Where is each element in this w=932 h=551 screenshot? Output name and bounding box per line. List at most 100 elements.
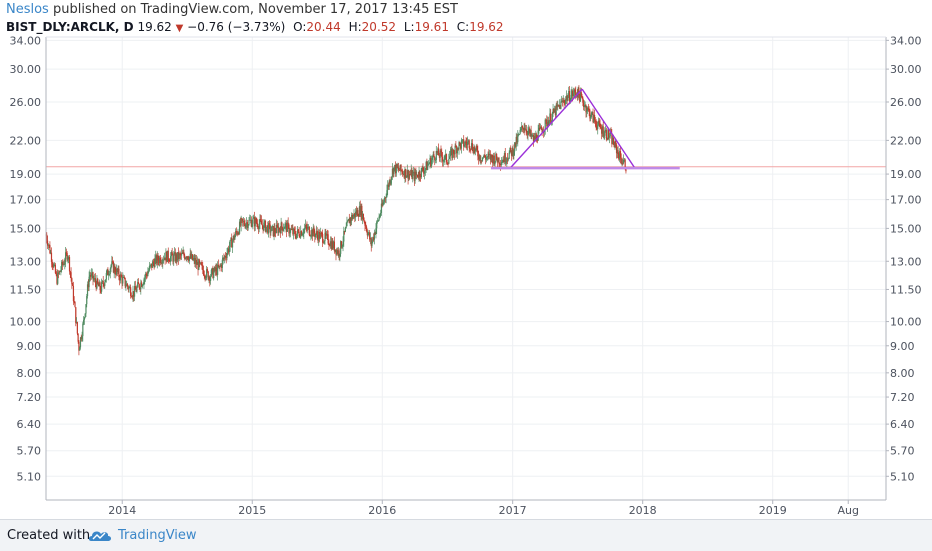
candle-body	[212, 268, 214, 278]
y-tick-label-right: 5.10	[890, 470, 915, 483]
high-value: 20.52	[361, 20, 397, 34]
candle-body	[478, 155, 480, 160]
candle-body	[100, 290, 102, 292]
candle-body	[195, 259, 197, 264]
candle-body	[376, 221, 378, 229]
tradingview-brand-link[interactable]: TradingView	[118, 528, 197, 543]
candle-body	[545, 119, 547, 121]
candle-body	[46, 240, 49, 246]
candle-body	[617, 150, 619, 154]
candle-body	[245, 224, 247, 228]
candle-body	[602, 126, 604, 137]
candle-body	[145, 273, 147, 275]
candle-body	[509, 147, 511, 153]
author-link[interactable]: Neslos	[6, 2, 49, 17]
candle-body	[388, 180, 390, 187]
candle-body	[613, 144, 615, 148]
candle-body	[586, 110, 588, 113]
candle-body	[402, 173, 404, 175]
candle-body	[625, 168, 627, 172]
candle-body	[149, 265, 151, 267]
candle-body	[112, 261, 114, 263]
candle-body	[333, 241, 335, 249]
candle-body	[416, 174, 419, 177]
candle-body	[82, 323, 84, 337]
candle-body	[136, 286, 138, 292]
drawings[interactable]	[490, 88, 680, 170]
candle-body	[482, 156, 484, 158]
candle-body	[397, 167, 399, 169]
candle-body	[67, 257, 69, 260]
x-tick-label: 2014	[108, 504, 136, 517]
candle-body	[508, 152, 510, 159]
candle-body	[565, 95, 567, 100]
candle-body	[48, 244, 50, 246]
x-tick-label: 2015	[238, 504, 266, 517]
candle-body	[293, 228, 295, 235]
candle-body	[303, 229, 305, 234]
candle-body	[181, 253, 183, 254]
candle-body	[188, 259, 190, 261]
candle-body	[118, 268, 120, 277]
candle-body	[186, 256, 188, 259]
y-tick-label-right: 5.70	[890, 445, 915, 458]
price-chart[interactable]: 34.00 34.00 30.00 30.00 26.00 26.00 22.00 22.00…	[0, 0, 932, 519]
y-tick-label-left: 22.00	[10, 134, 42, 147]
candle-body	[60, 269, 62, 272]
candle-body	[363, 220, 365, 223]
candle-body	[72, 285, 75, 302]
candle-body	[393, 167, 395, 175]
candle-body	[56, 274, 58, 284]
candle-body	[235, 231, 237, 236]
candle-body	[565, 99, 567, 104]
candle-body	[306, 226, 308, 230]
candle-body	[146, 274, 148, 276]
candle-body	[54, 264, 56, 266]
candle-body	[426, 162, 428, 170]
candle-body	[344, 228, 346, 232]
candle-body	[133, 286, 136, 297]
candle-body	[307, 227, 309, 230]
candle-body	[595, 121, 597, 127]
trend-line[interactable]	[581, 88, 636, 169]
candle-body	[124, 277, 126, 287]
candle-body	[241, 218, 243, 220]
candle-body	[201, 264, 203, 266]
y-tick-label-right: 15.00	[890, 222, 922, 235]
candle-body	[174, 252, 176, 262]
candle-body	[218, 265, 220, 268]
candle-body	[251, 223, 253, 227]
candle-body	[70, 272, 72, 279]
candle-body	[593, 114, 595, 123]
candle-body	[177, 252, 179, 261]
candle-body	[604, 129, 607, 132]
close-label: C:	[456, 20, 470, 34]
candle-body	[202, 265, 204, 271]
candle-body	[588, 109, 590, 111]
candle-body	[271, 226, 273, 231]
candle-body	[220, 264, 222, 267]
tradingview-cloud-icon[interactable]	[88, 528, 112, 542]
candle-body	[57, 272, 60, 274]
candle-body	[520, 128, 522, 130]
candle-body	[176, 254, 178, 261]
candle-body	[305, 224, 307, 227]
candle-body	[75, 321, 78, 324]
candle-body	[264, 220, 266, 223]
candle-body	[281, 222, 283, 228]
candle-body	[483, 154, 485, 157]
candle-body	[177, 252, 180, 260]
candle-body	[383, 201, 385, 203]
candle-body	[422, 167, 424, 172]
candle-body	[273, 227, 275, 237]
symbol-label[interactable]: BIST_DLY:ARCLK, D	[6, 20, 134, 34]
candle-body	[232, 235, 234, 241]
candle-body	[498, 157, 500, 164]
candle-body	[55, 273, 57, 275]
candle-body	[596, 126, 598, 129]
candle-body	[522, 127, 524, 130]
candle-body	[247, 224, 249, 228]
y-tick-label-right: 34.00	[890, 34, 922, 47]
candle-body	[406, 170, 408, 176]
trend-line[interactable]	[509, 88, 583, 169]
